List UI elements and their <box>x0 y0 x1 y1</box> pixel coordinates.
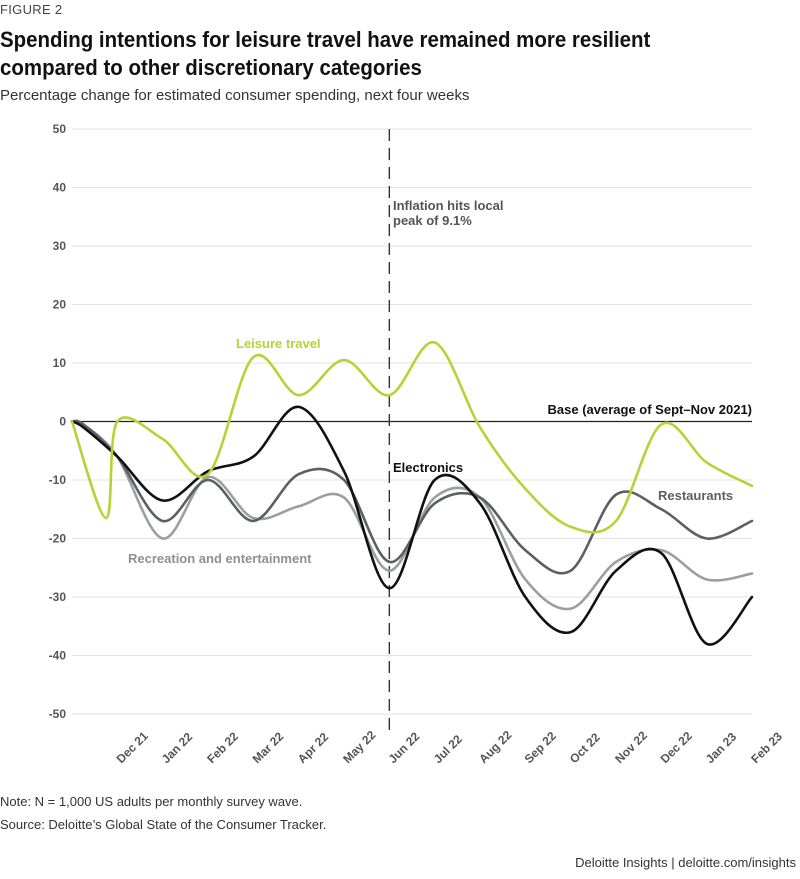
series-line-leisure-travel <box>70 341 754 534</box>
series-line-recreation-and-entertainment <box>70 419 754 611</box>
y-tick-label: -20 <box>49 532 67 546</box>
figure-label: FIGURE 2 <box>0 2 63 17</box>
y-tick-label: 50 <box>53 122 67 136</box>
series-label-recreation: Recreation and entertainment <box>128 551 312 566</box>
page-title: Spending intentions for leisure travel h… <box>0 27 651 80</box>
brand-footer: Deloitte Insights | deloitte.com/insight… <box>575 855 796 870</box>
x-tick-label: Oct 22 <box>567 730 603 766</box>
chart-subtitle: Percentage change for estimated consumer… <box>0 87 470 104</box>
series-label-restaurants: Restaurants <box>658 488 733 503</box>
x-tick-label: Mar 22 <box>250 729 287 766</box>
y-tick-label: 0 <box>59 415 66 429</box>
x-tick-label: Dec 21 <box>114 729 151 766</box>
x-tick-label: Feb 22 <box>204 729 241 766</box>
note-text: Note: N = 1,000 US adults per monthly su… <box>0 794 303 809</box>
x-tick-label: Jul 22 <box>431 732 465 766</box>
y-tick-label: -10 <box>49 473 67 487</box>
x-tick-label: Jan 22 <box>159 730 196 767</box>
x-tick-label: Feb 23 <box>748 729 785 766</box>
series-label-electronics: Electronics <box>393 460 463 475</box>
x-tick-label: Aug 22 <box>476 728 514 766</box>
series-line-electronics <box>70 405 754 646</box>
y-tick-label: -30 <box>49 590 67 604</box>
chart-notes: Note: N = 1,000 US adults per monthly su… <box>0 790 326 836</box>
y-tick-label: 10 <box>53 356 67 370</box>
y-axis-ticks: 50 40 30 20 10 0 -10 -20 -30 -40 -50 <box>49 122 67 721</box>
series-label-leisure-travel: Leisure travel <box>236 336 321 351</box>
x-tick-label: Apr 22 <box>295 730 332 767</box>
x-tick-label: Nov 22 <box>612 728 650 766</box>
baseline-label: Base (average of Sept–Nov 2021) <box>548 402 752 417</box>
series-lines <box>70 341 754 646</box>
series-line-restaurants <box>70 419 754 575</box>
y-tick-label: 40 <box>53 181 67 195</box>
y-tick-label: 30 <box>53 239 67 253</box>
y-tick-label: -50 <box>49 707 67 721</box>
x-tick-label: Jun 22 <box>386 729 423 766</box>
x-tick-label: Sep 22 <box>522 729 559 766</box>
x-tick-label: May 22 <box>340 728 378 766</box>
x-tick-label: Jan 23 <box>703 730 740 767</box>
y-tick-label: -40 <box>49 649 67 663</box>
event-annotation-line2: peak of 9.1% <box>393 213 472 228</box>
event-annotation-line1: Inflation hits local <box>393 198 504 213</box>
y-tick-label: 20 <box>53 298 67 312</box>
x-axis-ticks: Dec 21 Jan 22 Feb 22 Mar 22 Apr 22 May 22 Jun … <box>114 728 786 766</box>
x-tick-label: Dec 22 <box>658 729 695 766</box>
source-text: Source: Deloitte’s Global State of the C… <box>0 817 327 832</box>
